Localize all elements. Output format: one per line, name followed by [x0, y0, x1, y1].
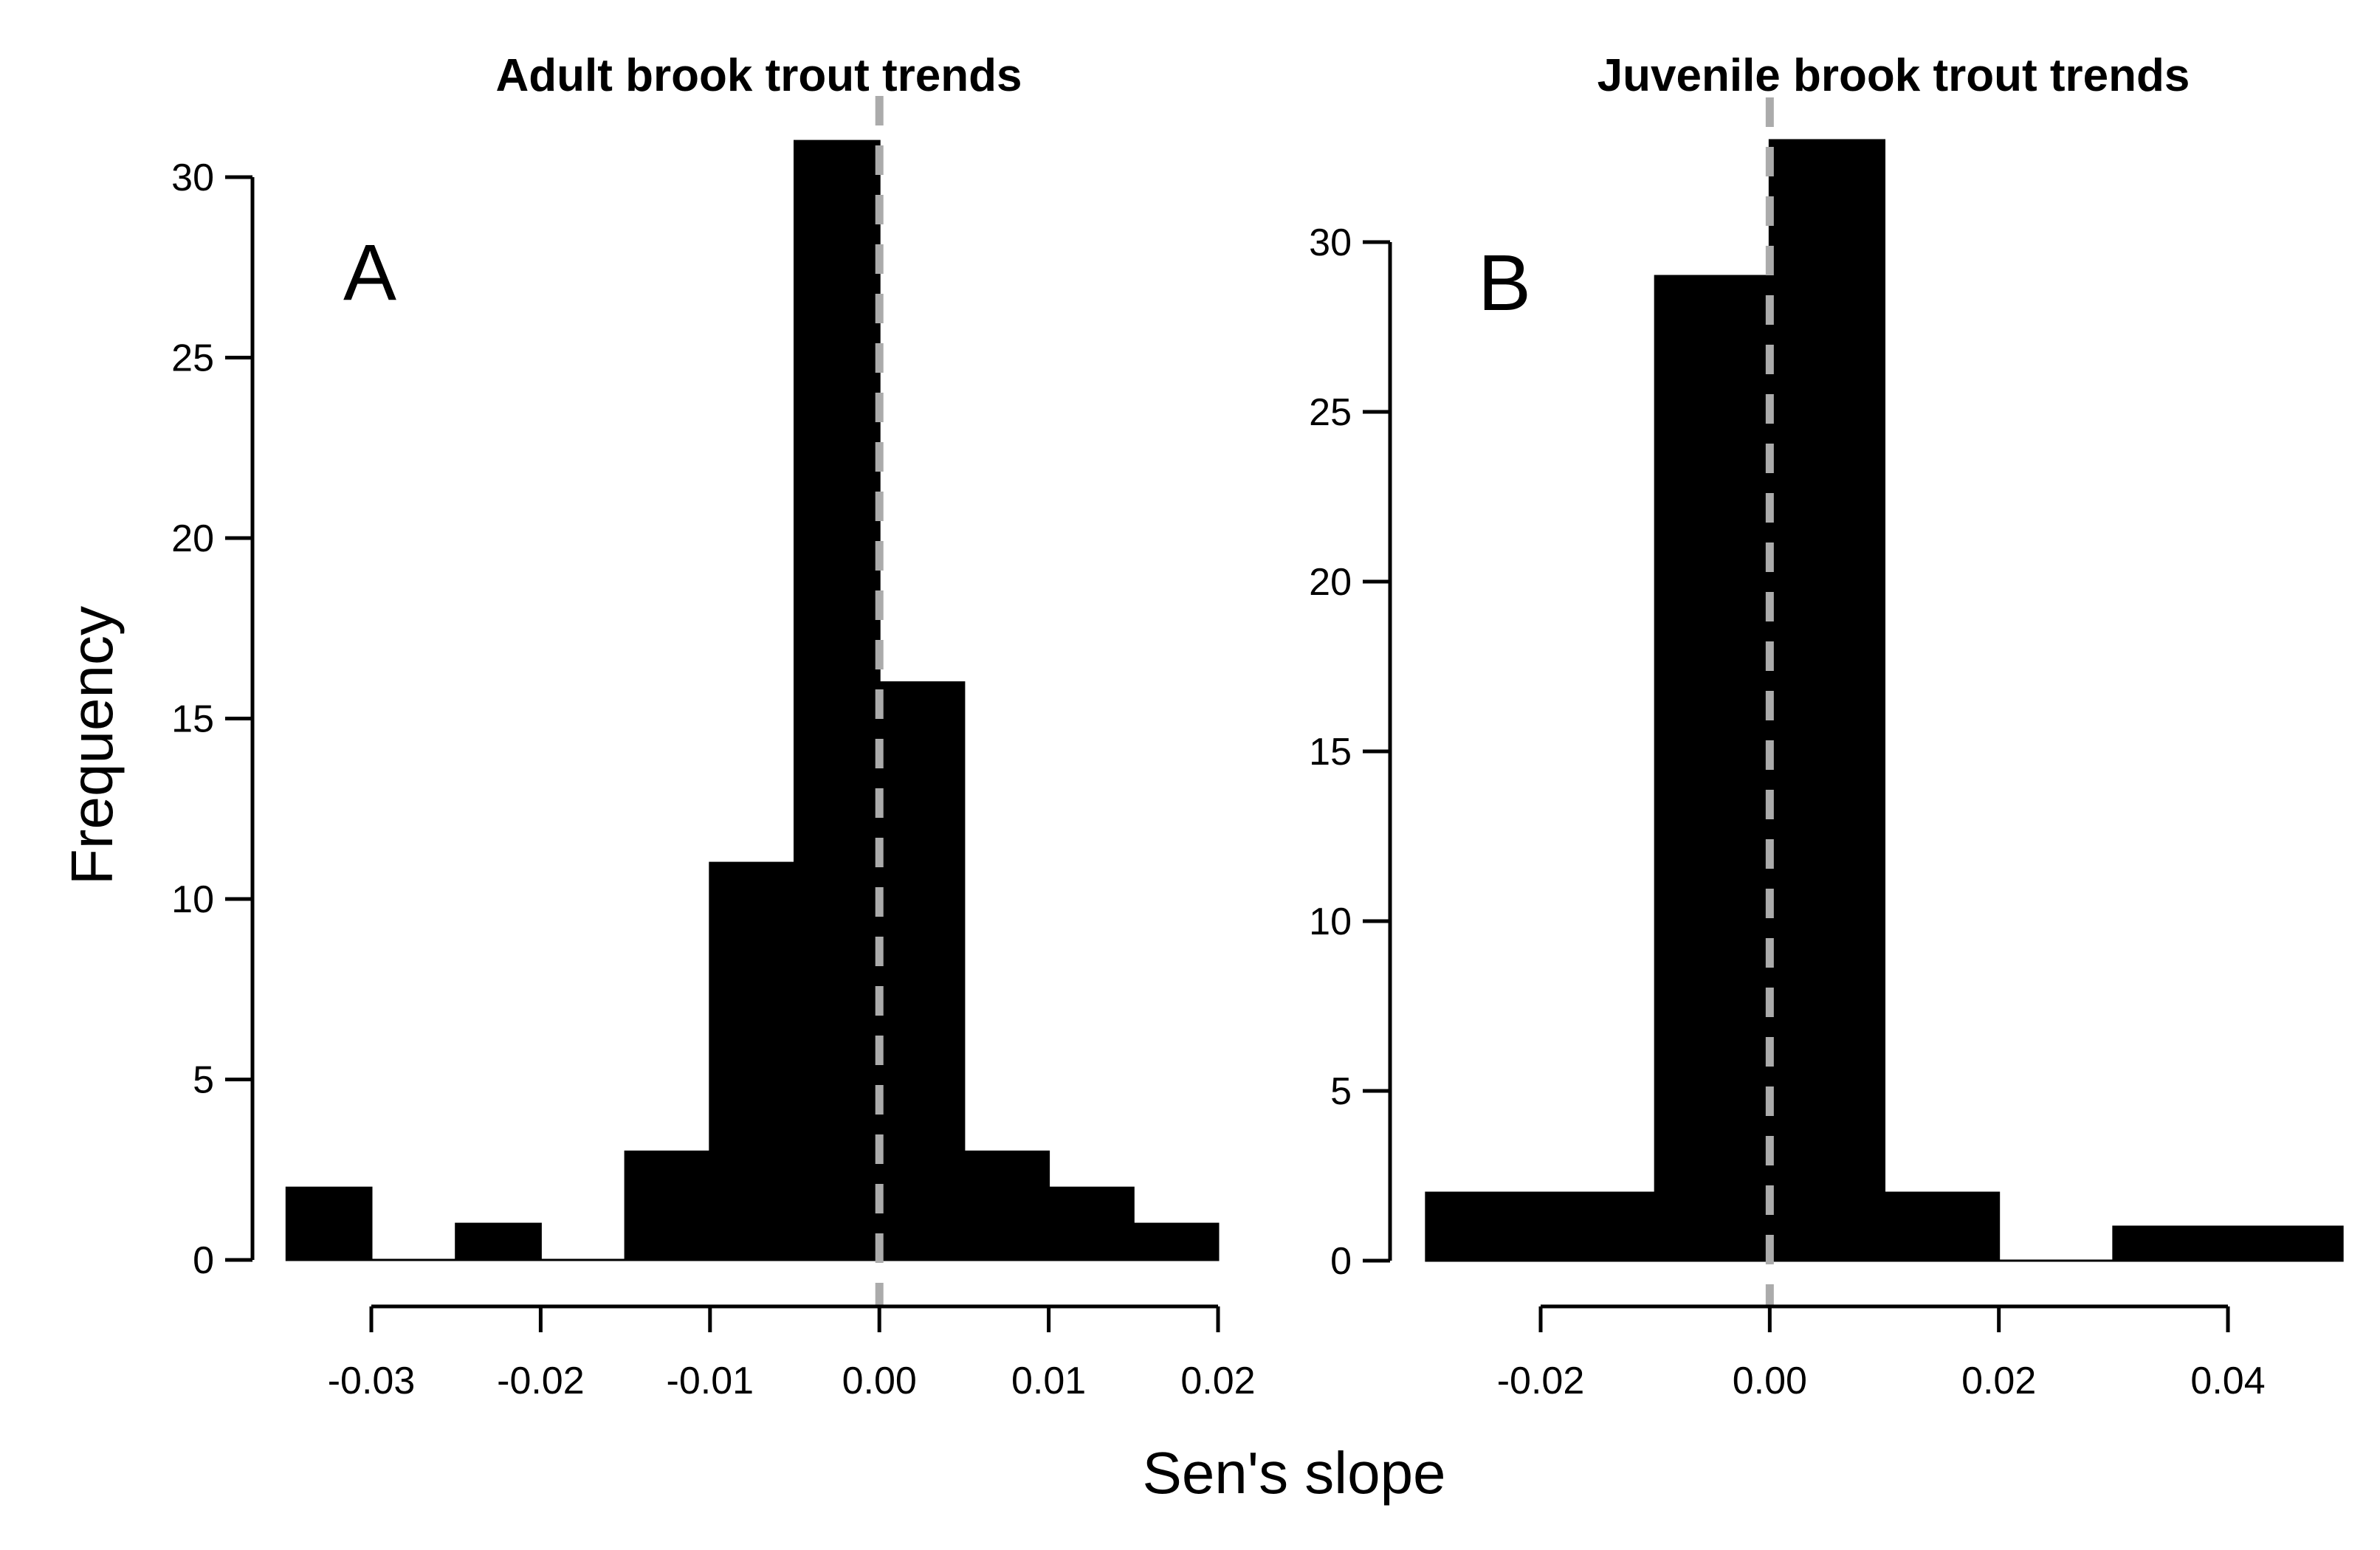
panel-plot-area: 0 5 10 15 20 25 30 -0.02 0.00 0.02 0.04 [1309, 97, 2344, 1402]
panel-juvenile: Juvenile brook trout trends B 0 5 10 15 20 25… [1309, 50, 2344, 1402]
y-tick-label: 20 [1309, 561, 1352, 604]
histogram-bar [2226, 1225, 2344, 1262]
histogram-bar [794, 140, 881, 1261]
panel-plot-area: 0 5 10 15 20 25 30 -0.03 -0.02 -0.01 0.00 0.01 0.02 [171, 96, 1256, 1402]
y-tick-label: 0 [193, 1239, 214, 1282]
y-tick-label: 20 [171, 517, 214, 560]
panel-title: Adult brook trout trends [496, 50, 1022, 101]
panel-adult: Adult brook trout trends A 0 5 10 15 20 25 30 -… [171, 50, 1255, 1402]
y-tick-label: 5 [193, 1059, 214, 1102]
histogram-bar [709, 861, 796, 1261]
x-tick-label: 0.02 [1180, 1360, 1255, 1402]
histogram-bar [1425, 1191, 1542, 1262]
x-tick-label: -0.02 [497, 1360, 585, 1402]
histogram-bar [1883, 1191, 2001, 1262]
x-tick-label: 0.04 [2190, 1360, 2265, 1402]
histogram-bar [2112, 1225, 2229, 1262]
panel-letter: B [1478, 238, 1531, 327]
histogram-bar [963, 1150, 1050, 1261]
histogram-bar [624, 1150, 712, 1261]
x-tick-label: 0.00 [1733, 1360, 1807, 1402]
panel-title: Juvenile brook trout trends [1597, 50, 2190, 101]
y-axis-label: Frequency [59, 606, 125, 885]
x-tick-label: 0.01 [1011, 1360, 1086, 1402]
y-tick-label: 15 [1309, 731, 1352, 774]
y-tick-label: 30 [1309, 221, 1352, 264]
histogram-bar [285, 1186, 373, 1261]
x-tick-label: -0.01 [667, 1360, 754, 1402]
y-tick-label: 25 [1309, 391, 1352, 434]
x-axis-label: Sen's slope [1142, 1440, 1445, 1506]
y-tick-label: 10 [171, 878, 214, 921]
y-tick-label: 5 [1330, 1070, 1352, 1113]
histogram-bar [1132, 1222, 1220, 1261]
histogram-bar [1654, 275, 1771, 1262]
histogram-bar [878, 681, 966, 1261]
y-tick-label: 30 [171, 156, 214, 199]
histogram-bar [1048, 1186, 1135, 1261]
x-tick-label: 0.02 [1961, 1360, 2036, 1402]
x-tick-label: -0.02 [1497, 1360, 1585, 1402]
histogram-bar [455, 1222, 542, 1261]
y-tick-label: 0 [1330, 1240, 1352, 1283]
histogram-bar [1768, 139, 1886, 1262]
histogram-bar [1539, 1191, 1657, 1262]
x-tick-label: 0.00 [842, 1360, 917, 1402]
x-tick-label: -0.03 [328, 1360, 416, 1402]
y-tick-label: 25 [171, 337, 214, 380]
panel-letter: A [343, 227, 396, 317]
y-tick-label: 10 [1309, 900, 1352, 943]
y-tick-label: 15 [171, 698, 214, 741]
